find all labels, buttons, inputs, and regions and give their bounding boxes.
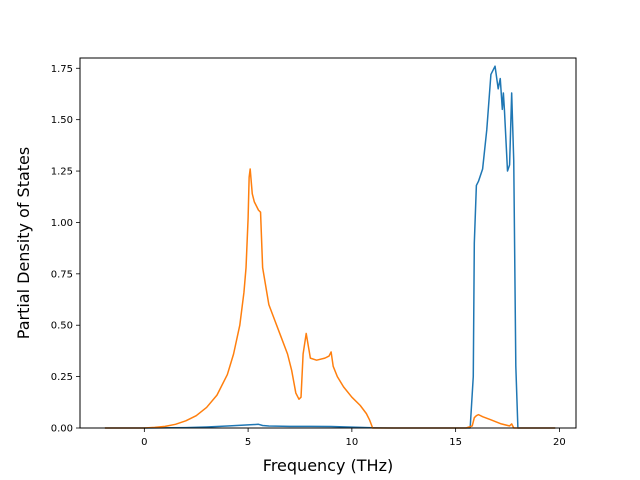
y-tick-label: 1.50	[51, 115, 73, 126]
y-axis: 0.00 0.25 0.50 0.75 1.00 1.25 1.50 1.75	[51, 64, 80, 435]
x-tick-label: 15	[449, 437, 462, 448]
y-tick-label: 1.00	[51, 218, 73, 229]
y-tick-label: 1.75	[51, 64, 73, 75]
y-tick-label: 0.00	[51, 424, 73, 435]
x-axis-label: Frequency (THz)	[263, 456, 393, 475]
x-tick-label: 10	[345, 437, 358, 448]
x-tick-label: 0	[141, 437, 147, 448]
y-tick-label: 0.50	[51, 321, 73, 332]
plot-lines	[104, 65, 556, 429]
series-line-1	[104, 65, 556, 429]
y-axis-label: Partial Density of States	[14, 147, 33, 339]
x-tick-label: 20	[553, 437, 566, 448]
x-tick-label: 5	[245, 437, 251, 448]
y-tick-label: 0.25	[51, 372, 73, 383]
series-line-2	[104, 168, 556, 429]
x-axis: 0 5 10 15 20	[141, 428, 566, 448]
y-tick-label: 0.75	[51, 269, 73, 280]
y-tick-label: 1.25	[51, 167, 73, 178]
plot-area-frame	[79, 57, 577, 429]
